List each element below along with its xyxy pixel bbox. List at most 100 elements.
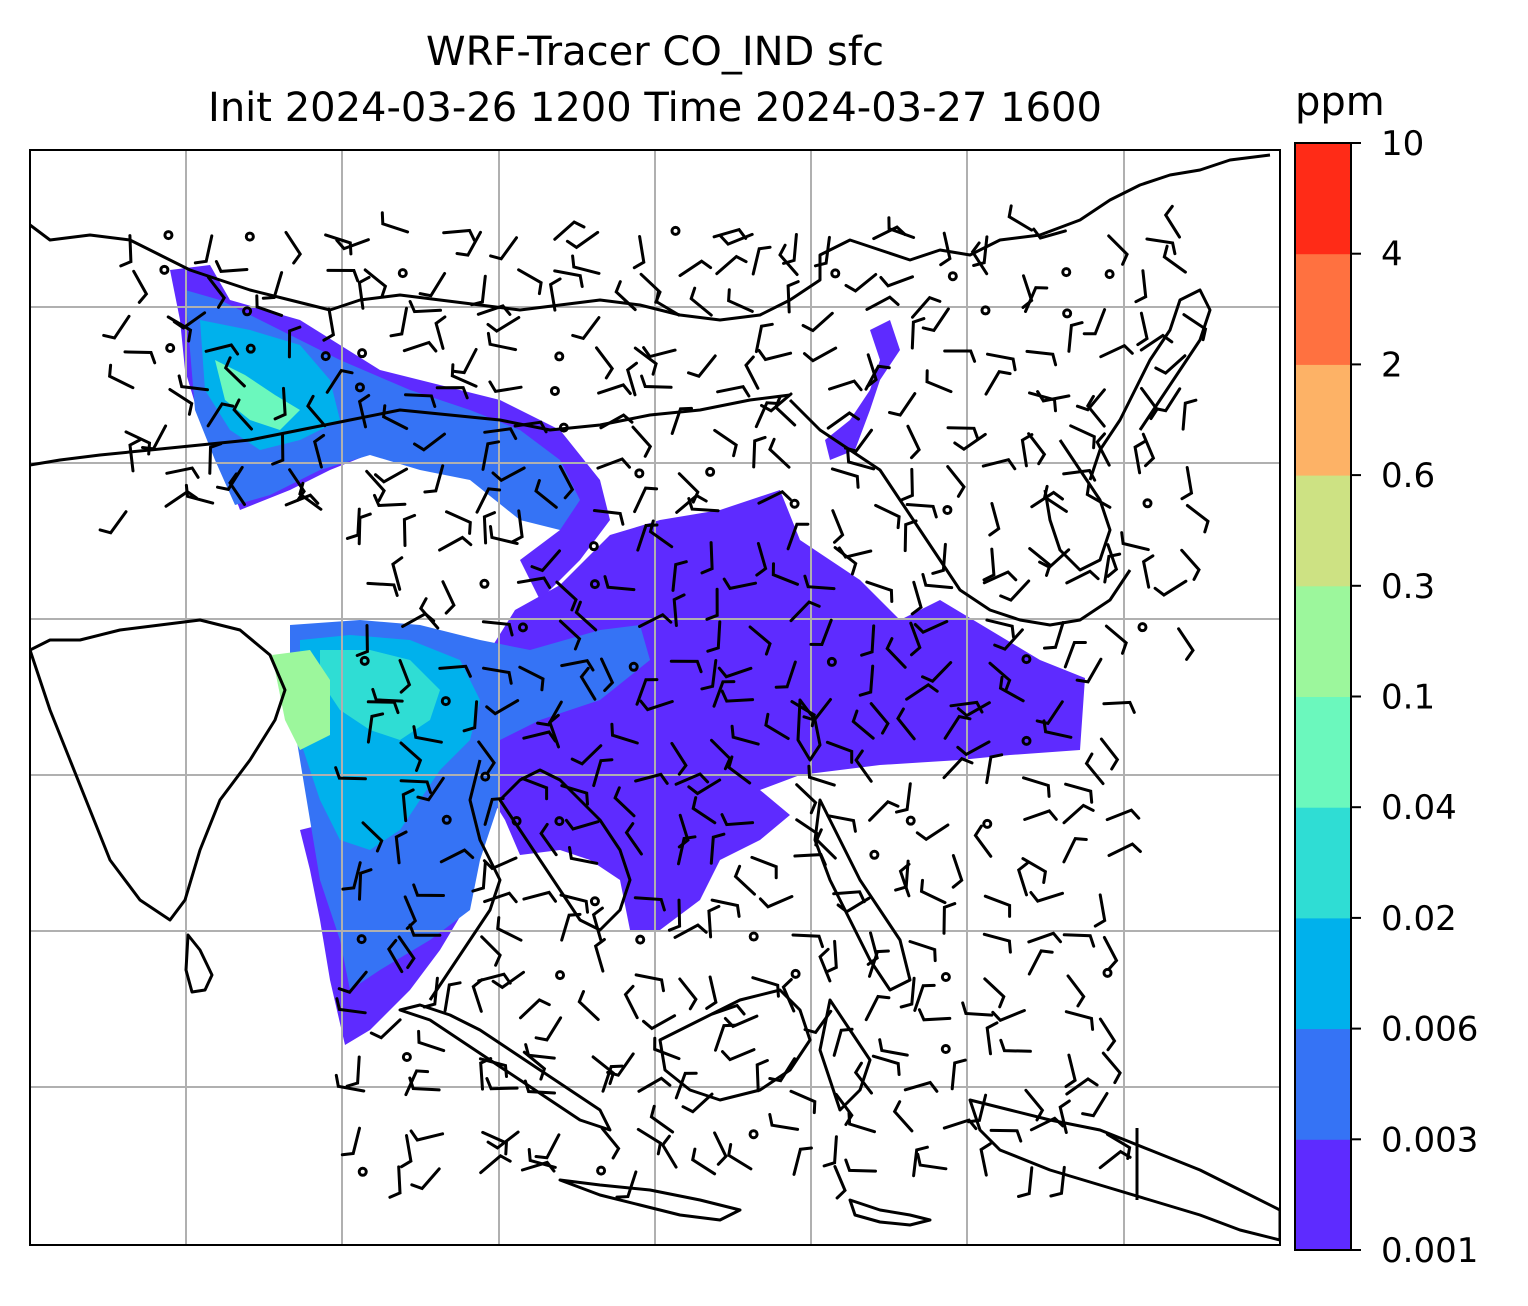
wind-barb	[522, 1050, 547, 1081]
calm-wind-marker	[517, 622, 528, 633]
map-panel	[30, 150, 1280, 1245]
wind-barb	[791, 933, 824, 949]
wind-barb	[1139, 333, 1174, 352]
wind-barb	[553, 269, 584, 288]
wind-barb	[599, 413, 634, 430]
wind-barb	[568, 846, 599, 865]
wind-barb	[1043, 484, 1068, 513]
wind-barb	[417, 1029, 446, 1053]
wind-barb	[865, 295, 900, 311]
wind-barb	[712, 680, 736, 708]
wind-barb	[337, 970, 368, 994]
wind-barb	[445, 510, 472, 535]
colorbar-segment	[1295, 807, 1351, 919]
wind-barb	[972, 235, 989, 267]
wind-barb	[204, 343, 240, 356]
wind-barb	[631, 425, 653, 458]
wind-barb	[418, 597, 440, 630]
wind-barb	[717, 666, 753, 679]
wind-barb	[404, 1069, 430, 1097]
wind-barb	[942, 756, 974, 780]
wind-barb	[687, 497, 720, 513]
wind-barb	[363, 268, 388, 299]
wind-barb	[1136, 311, 1149, 347]
wind-barb	[1075, 657, 1103, 684]
calm-wind-marker	[830, 268, 841, 279]
wind-barb	[401, 788, 415, 823]
wind-barb	[520, 777, 549, 801]
wind-barb	[1024, 286, 1049, 313]
wind-barb	[786, 522, 810, 551]
wind-barb	[489, 525, 519, 545]
wind-barb	[366, 581, 399, 597]
wind-barb	[813, 235, 831, 268]
wind-barb	[967, 1093, 988, 1124]
wind-barb	[255, 294, 284, 317]
wind-barb	[560, 784, 589, 806]
colorbar-tick-label: 0.006	[1381, 1010, 1478, 1050]
wind-barb	[925, 369, 953, 394]
wind-barb	[689, 286, 713, 317]
wind-barb	[1180, 548, 1201, 581]
wind-barb	[374, 467, 409, 484]
wind-barb	[755, 542, 768, 577]
wind-barb	[1058, 1099, 1071, 1134]
colorbar-tick-label: 2	[1381, 345, 1403, 385]
wind-barb	[438, 535, 473, 552]
wind-barb	[727, 288, 754, 313]
wind-barb	[1017, 1166, 1034, 1198]
wind-barb	[614, 280, 637, 312]
wind-barb	[1162, 244, 1187, 274]
wind-barb	[722, 577, 757, 591]
wind-barb	[1063, 641, 1087, 669]
wind-barb	[895, 782, 912, 814]
wind-barb	[412, 883, 445, 897]
wind-barb	[921, 307, 950, 333]
wind-barb	[636, 1127, 663, 1156]
colorbar-tick-label: 0.02	[1381, 899, 1457, 939]
wind-barb	[434, 315, 447, 350]
calm-wind-marker	[942, 504, 953, 515]
wind-barb	[443, 981, 462, 1013]
wind-barb	[334, 1073, 366, 1093]
wind-barb	[623, 984, 639, 1020]
wind-barb	[601, 1064, 624, 1093]
wind-barb	[476, 304, 512, 316]
wind-barb	[754, 401, 780, 429]
wind-barb	[982, 570, 1018, 585]
wind-barb	[905, 503, 938, 519]
wind-barb	[558, 619, 582, 651]
wind-barb	[571, 254, 601, 275]
wind-barb	[910, 317, 926, 350]
wind-barb	[1098, 1149, 1132, 1170]
wind-barb	[950, 1058, 967, 1091]
wind-barb	[778, 243, 799, 276]
wind-barb	[898, 862, 911, 898]
wind-barb	[184, 483, 215, 505]
calm-wind-marker	[1102, 967, 1113, 978]
calm-wind-marker	[357, 1166, 368, 1177]
wind-barb	[536, 700, 563, 727]
wind-barb	[903, 1080, 939, 1093]
wind-barb	[984, 370, 1012, 396]
wind-barb	[713, 428, 738, 458]
calm-wind-marker	[1061, 267, 1072, 278]
wind-barb	[1134, 269, 1148, 304]
coastline-newguinea	[968, 1098, 1280, 1242]
wind-barb	[970, 241, 989, 276]
wind-barb	[357, 512, 372, 546]
wind-barb	[1029, 891, 1064, 903]
wind-barb	[479, 1153, 512, 1175]
wind-barb	[228, 472, 246, 506]
wind-barb	[1181, 398, 1198, 431]
tracer-region-main	[470, 490, 1085, 930]
wind-barb	[486, 1130, 520, 1150]
wind-barb	[571, 316, 601, 341]
wind-barb	[371, 687, 404, 703]
wind-barb	[828, 379, 863, 392]
wind-barb	[1062, 468, 1097, 482]
coastline-china-east	[788, 398, 1132, 627]
wind-barb	[1085, 394, 1106, 428]
wind-barb	[1035, 700, 1064, 726]
wind-barb	[639, 699, 674, 712]
